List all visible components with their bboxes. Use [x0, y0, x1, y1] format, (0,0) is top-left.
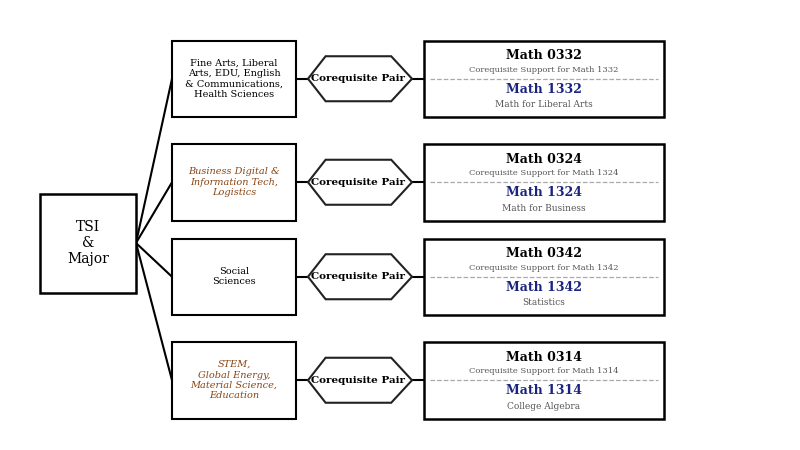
Polygon shape — [308, 56, 412, 101]
Text: Math 1314: Math 1314 — [506, 384, 582, 397]
Text: TSI
&
Major: TSI & Major — [67, 220, 109, 266]
Text: Social
Sciences: Social Sciences — [212, 267, 256, 287]
Text: Corequisite Pair: Corequisite Pair — [311, 178, 406, 187]
Text: Corequisite Support for Math 1342: Corequisite Support for Math 1342 — [470, 264, 618, 271]
Text: Math 0314: Math 0314 — [506, 351, 582, 364]
Polygon shape — [308, 160, 412, 205]
FancyBboxPatch shape — [424, 40, 664, 117]
FancyBboxPatch shape — [172, 40, 296, 117]
Text: Math 0342: Math 0342 — [506, 248, 582, 260]
Polygon shape — [308, 358, 412, 403]
FancyBboxPatch shape — [172, 238, 296, 315]
Text: Corequisite Pair: Corequisite Pair — [311, 376, 406, 385]
Text: Math for Business: Math for Business — [502, 204, 586, 213]
Text: Statistics: Statistics — [522, 298, 566, 307]
Text: Math for Liberal Arts: Math for Liberal Arts — [495, 100, 593, 109]
FancyBboxPatch shape — [172, 144, 296, 220]
Text: Corequisite Support for Math 1332: Corequisite Support for Math 1332 — [470, 66, 618, 73]
Text: College Algebra: College Algebra — [507, 402, 581, 411]
FancyBboxPatch shape — [424, 144, 664, 220]
Text: Math 0332: Math 0332 — [506, 50, 582, 62]
Text: Math 1324: Math 1324 — [506, 186, 582, 199]
FancyBboxPatch shape — [424, 342, 664, 418]
FancyBboxPatch shape — [424, 238, 664, 315]
Polygon shape — [308, 254, 412, 299]
Text: Math 1342: Math 1342 — [506, 281, 582, 294]
FancyBboxPatch shape — [172, 342, 296, 418]
Text: Corequisite Pair: Corequisite Pair — [311, 272, 406, 281]
Text: Math 0324: Math 0324 — [506, 153, 582, 166]
Text: Corequisite Support for Math 1324: Corequisite Support for Math 1324 — [470, 169, 618, 177]
Text: Corequisite Support for Math 1314: Corequisite Support for Math 1314 — [469, 367, 619, 375]
Text: Math 1332: Math 1332 — [506, 83, 582, 96]
Text: Corequisite Pair: Corequisite Pair — [311, 74, 406, 83]
Text: STEM,
Global Energy,
Material Science,
Education: STEM, Global Energy, Material Science, E… — [190, 360, 278, 400]
Text: Fine Arts, Liberal
Arts, EDU, English
& Communications,
Health Sciences: Fine Arts, Liberal Arts, EDU, English & … — [185, 58, 283, 99]
Text: Business Digital &
Information Tech,
Logistics: Business Digital & Information Tech, Log… — [188, 167, 280, 197]
FancyBboxPatch shape — [40, 194, 136, 292]
